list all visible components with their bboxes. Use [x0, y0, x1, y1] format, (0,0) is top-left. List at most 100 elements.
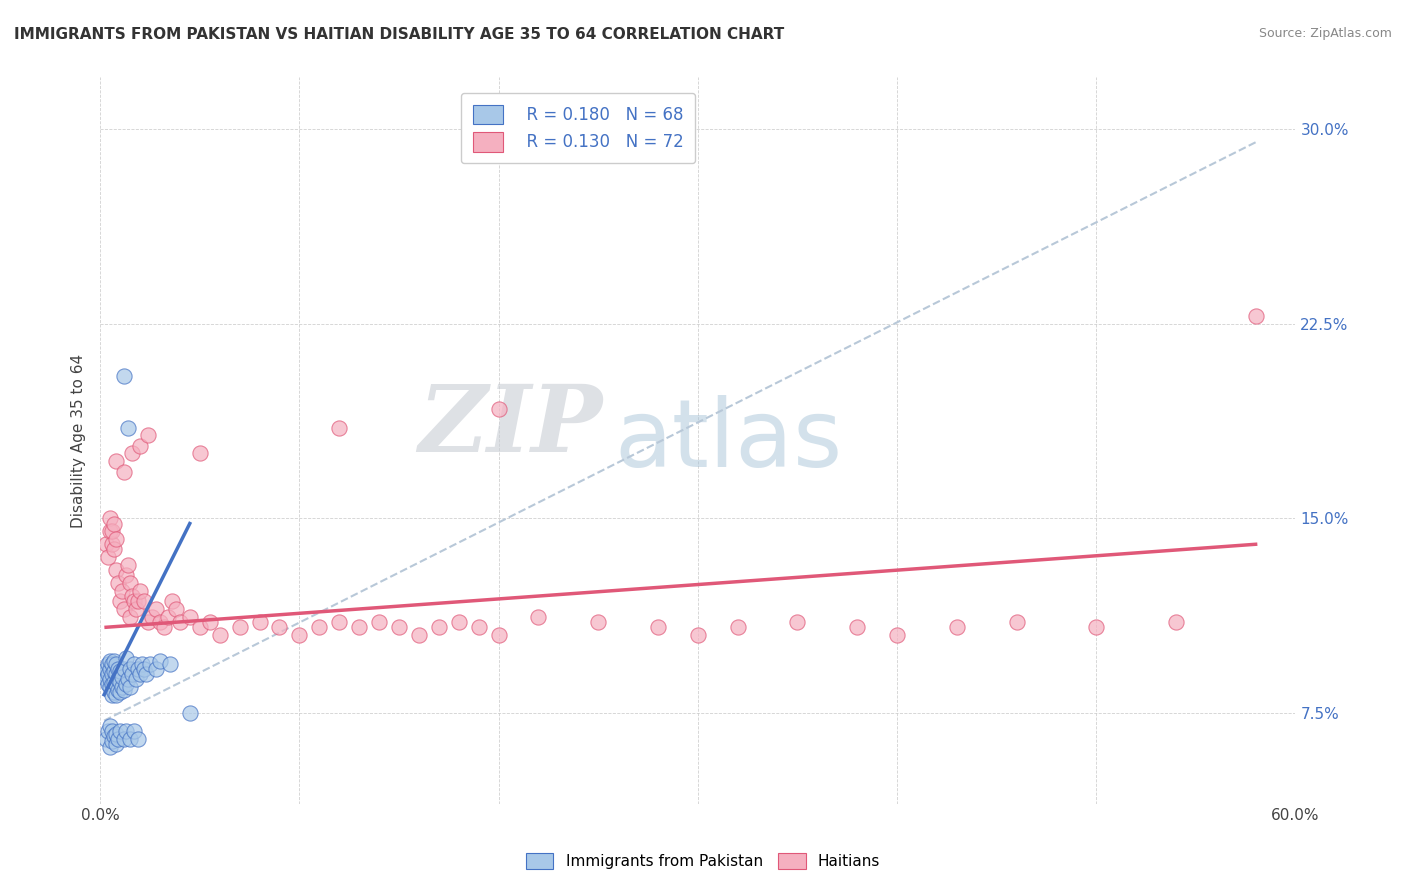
Point [328, 615, 350, 629]
Point [132, 594, 155, 608]
Point [108, 594, 131, 608]
Point [94, 537, 117, 551]
Point [117, 558, 139, 572]
Point [1244, 309, 1267, 323]
Point [125, 672, 148, 686]
Point [408, 628, 430, 642]
Legend: Immigrants from Pakistan, Haitians: Immigrants from Pakistan, Haitians [520, 847, 886, 875]
Point [112, 731, 135, 746]
Point [98, 654, 121, 668]
Point [103, 665, 125, 679]
Point [107, 662, 129, 676]
Point [107, 682, 129, 697]
Point [101, 524, 124, 539]
Point [103, 654, 125, 668]
Y-axis label: Disability Age 35 to 64: Disability Age 35 to 64 [72, 353, 86, 527]
Point [208, 628, 231, 642]
Point [98, 739, 121, 754]
Point [179, 610, 201, 624]
Point [368, 615, 391, 629]
Point [105, 563, 128, 577]
Point [159, 657, 181, 671]
Point [97, 677, 120, 691]
Point [308, 620, 330, 634]
Point [141, 610, 163, 624]
Point [945, 620, 967, 634]
Point [149, 654, 172, 668]
Point [1085, 620, 1108, 634]
Point [93, 667, 115, 681]
Point [132, 662, 155, 676]
Point [94, 662, 117, 676]
Point [97, 657, 120, 671]
Point [427, 620, 450, 634]
Point [105, 726, 128, 740]
Point [115, 651, 138, 665]
Point [94, 672, 117, 686]
Point [156, 610, 179, 624]
Point [105, 667, 128, 681]
Point [1005, 615, 1028, 629]
Point [105, 737, 128, 751]
Point [136, 615, 159, 629]
Point [101, 724, 124, 739]
Point [139, 657, 162, 671]
Point [165, 602, 187, 616]
Point [269, 620, 291, 634]
Point [127, 731, 149, 746]
Point [101, 657, 124, 671]
Point [108, 724, 131, 739]
Point [111, 669, 134, 683]
Point [786, 615, 808, 629]
Point [103, 729, 125, 743]
Point [886, 628, 908, 642]
Point [467, 620, 489, 634]
Point [188, 620, 211, 634]
Point [347, 620, 370, 634]
Point [328, 420, 350, 434]
Point [97, 724, 120, 739]
Point [122, 657, 145, 671]
Point [121, 589, 143, 603]
Point [105, 677, 128, 691]
Point [105, 454, 128, 468]
Point [118, 662, 141, 676]
Point [118, 680, 141, 694]
Point [107, 672, 129, 686]
Point [98, 672, 121, 686]
Point [129, 667, 152, 681]
Point [101, 677, 124, 691]
Point [103, 516, 125, 531]
Text: Source: ZipAtlas.com: Source: ZipAtlas.com [1258, 27, 1392, 40]
Point [115, 568, 138, 582]
Point [136, 428, 159, 442]
Point [117, 672, 139, 686]
Point [118, 731, 141, 746]
Legend:   R = 0.180   N = 68,   R = 0.130   N = 72: R = 0.180 N = 68, R = 0.130 N = 72 [461, 93, 696, 163]
Point [101, 667, 124, 681]
Point [112, 465, 135, 479]
Point [127, 594, 149, 608]
Point [145, 602, 167, 616]
Point [101, 688, 124, 702]
Point [179, 706, 201, 720]
Point [122, 724, 145, 739]
Point [111, 680, 134, 694]
Point [586, 615, 609, 629]
Text: IMMIGRANTS FROM PAKISTAN VS HAITIAN DISABILITY AGE 35 TO 64 CORRELATION CHART: IMMIGRANTS FROM PAKISTAN VS HAITIAN DISA… [14, 27, 785, 42]
Point [98, 662, 121, 676]
Point [198, 615, 221, 629]
Point [115, 724, 138, 739]
Point [145, 662, 167, 676]
Point [149, 615, 172, 629]
Text: ZIP: ZIP [418, 381, 602, 471]
Point [122, 594, 145, 608]
Point [121, 667, 143, 681]
Point [97, 667, 120, 681]
Point [97, 550, 120, 565]
Point [488, 402, 510, 417]
Point [108, 665, 131, 679]
Point [117, 420, 139, 434]
Point [94, 731, 117, 746]
Point [249, 615, 271, 629]
